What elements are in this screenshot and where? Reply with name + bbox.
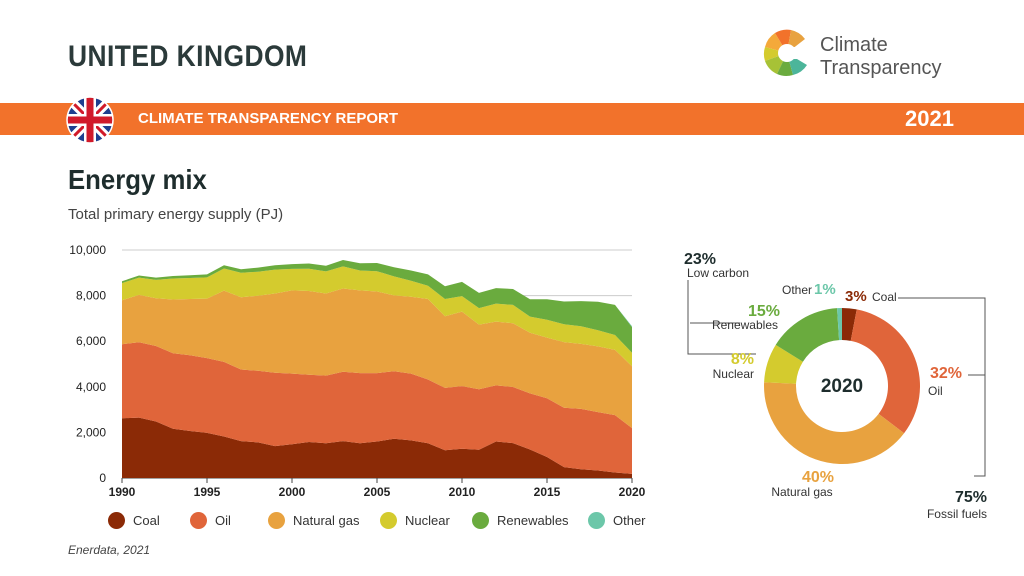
header-banner xyxy=(0,103,1024,135)
x-tick-label: 1995 xyxy=(194,485,221,499)
y-tick-label: 10,000 xyxy=(69,243,106,257)
legend-item-coal: Coal xyxy=(108,512,160,529)
low-carbon-bracket xyxy=(687,280,756,355)
donut-slice-other xyxy=(837,308,842,341)
legend-item-renewables: Renewables xyxy=(472,512,569,529)
legend-item-other: Other xyxy=(588,512,646,529)
legend-label: Nuclear xyxy=(405,513,450,528)
page-title: UNITED KINGDOM xyxy=(68,40,308,73)
section-subtitle: Total primary energy supply (PJ) xyxy=(68,206,284,223)
area-series-oil xyxy=(122,342,632,474)
legend-item-oil: Oil xyxy=(190,512,231,529)
section-title: Energy mix xyxy=(68,164,207,195)
legend-label: Natural gas xyxy=(293,513,360,528)
donut-slice-oil xyxy=(850,309,921,434)
low-carbon-value: 23% xyxy=(684,251,716,268)
low-carbon-label: Low carbon xyxy=(687,266,749,280)
y-tick-label: 6,000 xyxy=(76,334,106,348)
legend-item-nuclear: Nuclear xyxy=(380,512,450,529)
logo-line-2: Transparency xyxy=(820,57,942,79)
oil-slice-name: Oil xyxy=(928,384,943,398)
y-tick-label: 4,000 xyxy=(76,380,106,394)
uk-flag-icon xyxy=(66,96,114,144)
x-tick-label: 2010 xyxy=(449,485,476,499)
y-tick-label: 2,000 xyxy=(76,425,106,439)
energy-mix-donut-chart: 2020 23% Low carbon 75% Fossil fuels Oth… xyxy=(684,251,987,521)
donut-center-label: 2020 xyxy=(821,376,863,397)
area-series-coal xyxy=(122,417,632,478)
gas-slice-name: Natural gas xyxy=(771,485,832,499)
nuclear-slice-value: 8% xyxy=(731,351,754,368)
gas-slice-value: 40% xyxy=(802,469,834,486)
area-series-renewables xyxy=(122,260,632,353)
donut-slice-coal xyxy=(842,308,857,341)
x-tick-label: 2015 xyxy=(534,485,561,499)
legend-swatch xyxy=(472,512,489,529)
legend-label: Renewables xyxy=(497,513,569,528)
coal-slice-value: 3% xyxy=(845,288,867,305)
area-series-natural-gas xyxy=(122,288,632,429)
legend-swatch xyxy=(190,512,207,529)
fossil-value: 75% xyxy=(955,489,987,506)
area-series-nuclear xyxy=(122,266,632,367)
logo-text: Climate Transparency xyxy=(820,34,942,80)
legend-label: Coal xyxy=(133,513,160,528)
source-note: Enerdata, 2021 xyxy=(68,543,151,557)
donut-slice-nuclear xyxy=(764,344,803,384)
legend-swatch xyxy=(268,512,285,529)
legend-swatch xyxy=(588,512,605,529)
x-tick-label: 2005 xyxy=(364,485,391,499)
donut-slice-natural-gas xyxy=(764,382,905,465)
x-tick-label: 2000 xyxy=(279,485,306,499)
fossil-bracket xyxy=(898,297,986,477)
renewables-slice-name: Renewables xyxy=(712,318,778,332)
climate-transparency-logo xyxy=(763,29,813,76)
nuclear-slice-name: Nuclear xyxy=(713,367,754,381)
donut-slice-renewables xyxy=(775,308,840,362)
legend-swatch xyxy=(380,512,397,529)
banner-title: CLIMATE TRANSPARENCY REPORT xyxy=(138,110,399,127)
coal-slice-name: Coal xyxy=(872,290,897,304)
legend-label: Oil xyxy=(215,513,231,528)
x-tick-label: 1990 xyxy=(109,485,136,499)
oil-slice-value: 32% xyxy=(930,365,962,382)
legend-item-natural-gas: Natural gas xyxy=(268,512,359,529)
y-tick-label: 8,000 xyxy=(76,289,106,303)
other-slice-value: 1% xyxy=(814,281,836,298)
legend-label: Other xyxy=(613,513,646,528)
y-tick-label: 0 xyxy=(99,471,106,485)
report-year: 2021 xyxy=(905,106,954,131)
legend-swatch xyxy=(108,512,125,529)
logo-line-1: Climate xyxy=(820,34,888,56)
fossil-label: Fossil fuels xyxy=(927,507,987,521)
other-slice-name: Other xyxy=(782,283,812,297)
energy-mix-area-chart: 0 2,000 4,000 6,000 8,000 10,000 1990 1995 2000… xyxy=(69,243,646,499)
x-tick-label: 2020 xyxy=(619,485,646,499)
renewables-slice-value: 15% xyxy=(748,303,780,320)
